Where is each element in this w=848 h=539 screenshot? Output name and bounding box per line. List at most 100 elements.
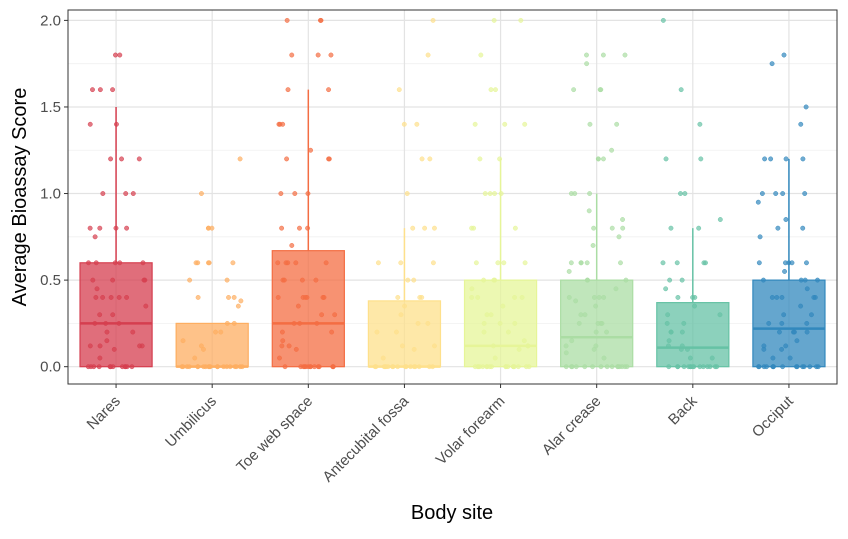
data-point <box>402 303 408 309</box>
data-point <box>569 364 574 370</box>
data-point <box>116 294 122 300</box>
data-point <box>93 294 99 300</box>
data-point <box>804 260 809 266</box>
data-point <box>279 343 285 349</box>
data-point <box>218 329 224 335</box>
data-point <box>692 303 697 309</box>
data-point <box>566 269 572 274</box>
data-point <box>238 298 244 304</box>
data-point <box>277 355 282 361</box>
data-point <box>293 260 299 266</box>
data-point <box>665 343 671 349</box>
jitter-points <box>85 17 821 370</box>
data-point <box>667 277 673 283</box>
data-point <box>707 364 713 370</box>
data-point <box>393 329 399 335</box>
data-point <box>582 364 588 370</box>
data-point <box>432 343 437 349</box>
data-point <box>235 303 241 309</box>
data-point <box>783 156 789 162</box>
data-point <box>284 17 290 23</box>
data-point <box>619 364 625 370</box>
data-point <box>481 277 487 283</box>
data-point <box>618 260 623 266</box>
data-point <box>668 329 674 335</box>
data-point <box>563 364 569 370</box>
data-point <box>289 52 295 58</box>
data-point <box>584 52 589 58</box>
data-point <box>712 364 718 370</box>
data-point <box>116 320 122 326</box>
data-point <box>124 294 130 300</box>
data-point <box>598 87 604 93</box>
data-point <box>180 364 186 370</box>
data-point <box>414 121 420 127</box>
data-point <box>687 355 693 361</box>
data-point <box>717 312 723 318</box>
data-point <box>193 260 199 266</box>
data-point <box>591 225 597 231</box>
data-point <box>804 320 810 326</box>
data-point <box>760 277 766 283</box>
data-point <box>207 364 213 370</box>
data-point <box>601 294 607 300</box>
data-point <box>87 343 93 349</box>
data-point <box>280 338 286 344</box>
data-point <box>697 364 703 370</box>
box-occiput <box>752 279 826 368</box>
data-point <box>762 156 768 162</box>
data-point <box>124 225 130 231</box>
data-point <box>213 329 218 335</box>
data-point <box>803 104 809 110</box>
data-point <box>780 191 786 196</box>
data-point <box>798 121 804 127</box>
data-point <box>110 312 116 318</box>
data-point <box>373 364 379 370</box>
data-point <box>299 277 305 283</box>
data-point <box>395 294 401 300</box>
data-point <box>100 294 106 300</box>
data-point <box>291 320 297 326</box>
data-point <box>195 294 201 300</box>
data-point <box>664 320 670 326</box>
data-point <box>275 260 281 266</box>
data-point <box>136 156 142 162</box>
data-point <box>405 277 411 283</box>
x-tick-label: Antecubital fossa <box>319 392 412 485</box>
data-point <box>663 156 669 162</box>
x-axis-title: Body site <box>411 502 493 524</box>
data-point <box>422 225 428 231</box>
data-point <box>87 121 93 127</box>
data-point <box>802 191 808 196</box>
data-point <box>490 343 496 349</box>
data-point <box>402 364 408 370</box>
data-point <box>522 260 528 266</box>
data-point <box>498 191 504 196</box>
data-point <box>475 294 481 300</box>
data-point <box>231 320 237 326</box>
data-point <box>587 191 593 196</box>
data-point <box>396 87 402 93</box>
data-point <box>484 312 490 318</box>
data-point <box>600 52 606 58</box>
data-point <box>488 312 494 318</box>
data-point <box>137 343 143 349</box>
data-point <box>666 364 672 370</box>
data-point <box>186 364 192 370</box>
data-point <box>681 320 687 326</box>
data-point <box>411 277 417 283</box>
data-point <box>769 294 775 300</box>
data-point <box>231 294 237 300</box>
data-point <box>769 61 775 67</box>
data-point <box>756 260 762 266</box>
data-point <box>332 312 338 318</box>
data-point <box>201 364 207 370</box>
data-point <box>773 191 779 196</box>
data-point <box>469 286 475 292</box>
data-point <box>323 260 329 266</box>
x-tick-label: Alar crease <box>539 393 605 459</box>
data-point <box>375 260 381 266</box>
data-point <box>398 260 404 266</box>
y-tick-label: 2.0 <box>40 12 61 29</box>
